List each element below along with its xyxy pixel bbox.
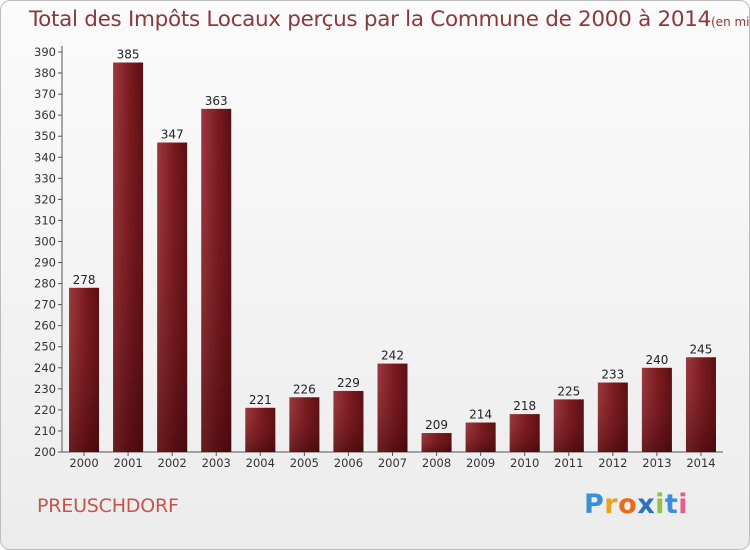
bar-value-label: 221 <box>249 393 272 407</box>
bar-value-label: 226 <box>293 382 316 396</box>
bar-value-label: 225 <box>557 384 580 398</box>
bar-group: 240 <box>641 353 672 452</box>
x-tick-label: 2006 <box>334 456 363 470</box>
bar-value-label: 278 <box>73 273 96 287</box>
x-tick-label: 2004 <box>246 456 275 470</box>
logo-letter: i <box>678 489 689 520</box>
bar-shade <box>465 422 496 452</box>
bar-value-label: 209 <box>425 418 448 432</box>
y-tick-label: 320 <box>34 192 56 206</box>
chart-unit: (en milliers d'€) <box>711 15 750 29</box>
y-tick-label: 290 <box>34 256 56 270</box>
bar-group: 278 <box>69 273 100 452</box>
bar-group: 218 <box>509 399 540 452</box>
bar-group: 229 <box>333 376 364 452</box>
logo-letter: t <box>664 489 679 520</box>
bar-shade <box>157 142 188 453</box>
bar-group: 214 <box>465 408 496 452</box>
bar-value-label: 385 <box>117 48 140 62</box>
bar-shade <box>421 433 452 452</box>
logo-letter: i <box>655 489 665 520</box>
logo-letter: r <box>604 489 619 520</box>
y-tick-label: 280 <box>34 277 56 291</box>
x-tick-label: 2007 <box>378 456 407 470</box>
x-tick-label: 2013 <box>642 456 671 470</box>
bar-group: 385 <box>113 48 144 453</box>
bar-value-label: 347 <box>161 128 184 142</box>
y-tick-label: 200 <box>34 445 56 459</box>
y-tick-label: 390 <box>34 45 56 59</box>
bar-shade <box>201 108 232 452</box>
bar-group: 245 <box>685 342 716 452</box>
y-tick-label: 360 <box>34 108 56 122</box>
y-tick-label: 220 <box>34 403 56 417</box>
y-tick-label: 270 <box>34 298 56 312</box>
y-tick-label: 370 <box>34 87 56 101</box>
bar-group: 209 <box>421 418 452 452</box>
x-tick-label: 2009 <box>466 456 495 470</box>
bar-value-label: 245 <box>690 342 713 356</box>
bar-group: 363 <box>201 94 232 452</box>
bar-value-label: 229 <box>337 376 360 390</box>
y-tick-label: 300 <box>34 234 56 248</box>
bar-group: 242 <box>377 349 408 452</box>
x-tick-label: 2003 <box>202 456 231 470</box>
commune-name: PREUSCHDORF <box>37 495 179 517</box>
bar-value-label: 363 <box>205 94 228 108</box>
bar-shade <box>377 363 408 452</box>
bar-shade <box>333 390 364 452</box>
y-tick-label: 330 <box>34 171 56 185</box>
bar-shade <box>685 357 716 452</box>
logo-letter: o <box>618 489 638 520</box>
bar-group: 225 <box>553 384 584 452</box>
bar-shade <box>289 397 320 452</box>
bar-shade <box>641 367 672 452</box>
bar-shade <box>69 287 100 452</box>
logo-letter: x <box>637 489 656 520</box>
logo-letter: P <box>584 489 605 520</box>
chart-title: Total des Impôts Locaux perçus par la Co… <box>29 7 750 32</box>
bar-shade <box>597 382 628 452</box>
y-tick-label: 240 <box>34 361 56 375</box>
bar-group: 347 <box>157 128 188 453</box>
x-tick-label: 2001 <box>113 456 142 470</box>
bar-value-label: 218 <box>513 399 536 413</box>
x-tick-label: 2000 <box>69 456 98 470</box>
bar-shade <box>245 407 276 452</box>
y-tick-label: 230 <box>34 382 56 396</box>
x-tick-label: 2012 <box>598 456 627 470</box>
bar-value-label: 242 <box>381 349 404 363</box>
bar-shade <box>113 62 144 453</box>
x-tick-label: 2002 <box>158 456 187 470</box>
x-tick-label: 2011 <box>554 456 583 470</box>
y-tick-label: 210 <box>34 424 56 438</box>
y-tick-label: 350 <box>34 129 56 143</box>
bar-value-label: 233 <box>601 368 624 382</box>
bar-group: 233 <box>597 368 628 452</box>
y-tick-label: 310 <box>34 213 56 227</box>
y-tick-label: 250 <box>34 340 56 354</box>
x-tick-label: 2005 <box>290 456 319 470</box>
bar-value-label: 214 <box>469 408 492 422</box>
proxiti-logo: Proxiti <box>584 489 688 520</box>
y-tick-label: 340 <box>34 150 56 164</box>
bar-shade <box>509 414 540 452</box>
y-tick-label: 380 <box>34 66 56 80</box>
x-tick-label: 2010 <box>510 456 539 470</box>
bar-shade <box>553 399 584 452</box>
x-tick-label: 2014 <box>686 456 715 470</box>
bar-group: 221 <box>245 393 276 452</box>
x-tick-label: 2008 <box>422 456 451 470</box>
bar-value-label: 240 <box>645 353 668 367</box>
chart-title-text: Total des Impôts Locaux perçus par la Co… <box>29 7 711 32</box>
bar-group: 226 <box>289 382 320 452</box>
y-tick-label: 260 <box>34 319 56 333</box>
